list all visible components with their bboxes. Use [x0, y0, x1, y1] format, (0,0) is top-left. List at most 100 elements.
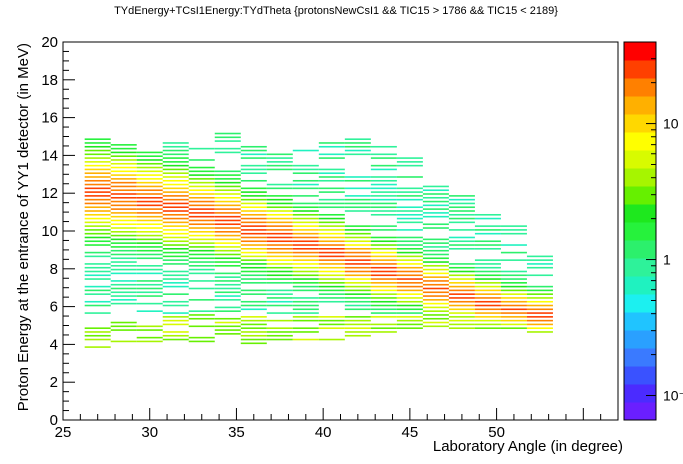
heatmap-cell	[474, 240, 501, 243]
heatmap-cell	[84, 300, 111, 303]
heatmap-cell	[84, 172, 111, 175]
heatmap-cell	[370, 229, 397, 231]
heatmap-cell	[266, 236, 293, 239]
heatmap-cell	[344, 255, 371, 258]
heatmap-cell	[162, 164, 189, 167]
heatmap-cell	[84, 236, 111, 239]
heatmap-cell	[214, 208, 241, 210]
heatmap-cell	[240, 225, 267, 227]
palette-bin	[624, 114, 656, 133]
heatmap-cell	[84, 138, 111, 140]
heatmap-cell	[240, 319, 267, 322]
heatmap-cell	[370, 293, 397, 295]
heatmap-cell	[110, 178, 137, 180]
heatmap-cell	[500, 316, 527, 318]
heatmap-cell	[396, 297, 423, 299]
heatmap-cell	[110, 200, 137, 203]
heatmap-cell	[318, 274, 345, 277]
heatmap-cell	[136, 162, 163, 165]
heatmap-cell	[162, 168, 189, 171]
heatmap-cell	[188, 181, 215, 184]
heatmap-cell	[370, 278, 397, 280]
heatmap-cell	[214, 325, 241, 328]
heatmap-cell	[214, 317, 241, 320]
heatmap-cell	[396, 206, 423, 209]
y-tick-label: 6	[50, 299, 58, 316]
heatmap-cell	[162, 338, 189, 341]
heatmap-cell	[292, 240, 319, 243]
heatmap-cell	[292, 255, 319, 258]
heatmap-cell	[188, 170, 215, 173]
heatmap-cell	[318, 179, 345, 182]
heatmap-cell	[292, 229, 319, 231]
y-tick-label: 16	[41, 110, 58, 127]
heatmap-cell	[344, 285, 371, 288]
heatmap-cell	[162, 244, 189, 246]
heatmap-cell	[110, 193, 137, 195]
heatmap-cell	[422, 193, 449, 195]
heatmap-cell	[266, 331, 293, 333]
heatmap-cell	[344, 229, 371, 231]
heatmap-cell	[110, 223, 137, 226]
heatmap-cell	[136, 231, 163, 233]
heatmap-cell	[370, 213, 397, 216]
heatmap-cell	[474, 225, 501, 227]
heatmap-cell	[344, 198, 371, 201]
heatmap-cell	[474, 323, 501, 326]
heatmap-cell	[448, 285, 475, 288]
heatmap-cell	[396, 308, 423, 311]
heatmap-cell	[344, 248, 371, 250]
heatmap-cell	[110, 155, 137, 157]
heatmap-cell	[84, 168, 111, 171]
heatmap-cell	[500, 312, 527, 314]
heatmap-cell	[500, 319, 527, 322]
heatmap-cell	[110, 325, 137, 328]
heatmap-cell	[318, 221, 345, 224]
palette-bin	[624, 294, 656, 313]
heatmap-cell	[474, 293, 501, 295]
z-tick-label: 10⁻¹	[663, 388, 683, 404]
heatmap-cell	[240, 251, 267, 254]
heatmap-cell	[162, 145, 189, 148]
heatmap-cell	[188, 314, 215, 316]
heatmap-cell	[188, 238, 215, 241]
heatmap-cell	[526, 293, 553, 295]
heatmap-cell	[344, 149, 371, 152]
heatmap-cell	[136, 280, 163, 282]
heatmap-cell	[396, 248, 423, 250]
heatmap-cell	[84, 229, 111, 231]
heatmap-cell	[162, 210, 189, 212]
heatmap-cell	[188, 310, 215, 312]
heatmap-cell	[396, 187, 423, 190]
heatmap-cell	[318, 240, 345, 243]
heatmap-cell	[266, 300, 293, 303]
heatmap-cell	[266, 213, 293, 216]
heatmap-cell	[214, 299, 241, 301]
heatmap-cell	[292, 278, 319, 280]
heatmap-cell	[84, 331, 111, 333]
heatmap-cell	[344, 251, 371, 254]
heatmap-cell	[422, 265, 449, 267]
heatmap-cell	[188, 212, 215, 214]
heatmap-cell	[370, 263, 397, 265]
z-tick-label: 1	[663, 252, 671, 268]
heatmap-cell	[110, 204, 137, 207]
heatmap-cell	[396, 323, 423, 326]
heatmap-cell	[240, 263, 267, 265]
heatmap-cell	[240, 289, 267, 292]
heatmap-cell	[448, 263, 475, 265]
heatmap-cell	[370, 251, 397, 254]
heatmap-cell	[214, 310, 241, 312]
heatmap-cell	[318, 300, 345, 303]
heatmap-cell	[292, 266, 319, 269]
heatmap-cell	[292, 172, 319, 175]
heatmap-cell	[136, 287, 163, 290]
heatmap-cell	[240, 255, 267, 258]
heatmap-cell	[474, 300, 501, 303]
heatmap-cell	[500, 327, 527, 329]
heatmap-cell	[214, 261, 241, 263]
heatmap-cell	[214, 227, 241, 229]
heatmap-cell	[292, 149, 319, 152]
heatmap-cell	[110, 321, 137, 324]
heatmap-cell	[344, 210, 371, 212]
